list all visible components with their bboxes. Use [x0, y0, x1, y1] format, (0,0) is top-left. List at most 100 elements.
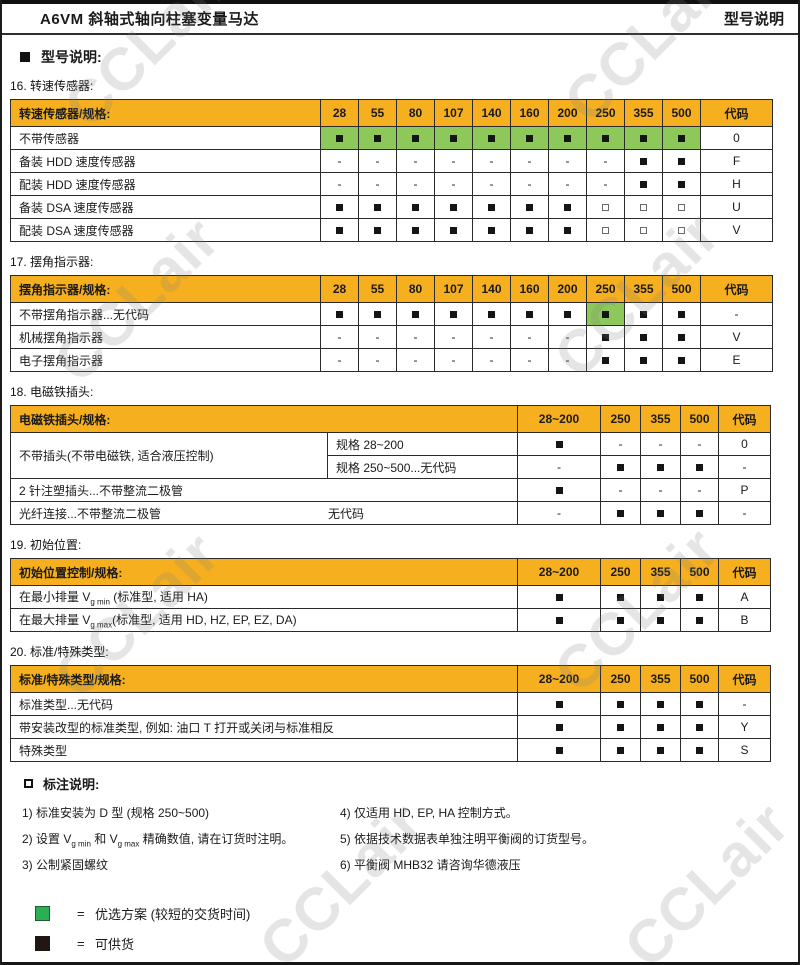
filled-square-icon [450, 311, 457, 319]
filled-square-icon [526, 311, 533, 319]
availability-cell: - [396, 348, 435, 372]
row-label: 光纤连接...不带整流二极管 无代码 [10, 501, 518, 525]
spec-sections: 16. 转速传感器: 转速传感器/规格: 28 55 80 107 140 160 200 250… [10, 77, 773, 762]
dash-mark: - [658, 483, 663, 498]
availability-legend: =优选方案 (较短的交货时间)=可供货=准备中-=无供货 [35, 898, 766, 965]
filled-square-icon [678, 334, 685, 342]
code-cell: Y [718, 715, 771, 739]
availability-cell [358, 195, 397, 219]
spec-table: 转速传感器/规格: 28 55 80 107 140 160 200 250 355 500 代码 不带… [10, 99, 773, 242]
legend-label: 可供货 [95, 936, 135, 952]
dash-mark: - [527, 177, 532, 192]
availability-cell [510, 218, 549, 242]
availability-cell: - [548, 172, 587, 196]
dash-mark: - [413, 330, 418, 345]
availability-cell: - [680, 478, 719, 502]
filled-square-icon [564, 204, 571, 212]
availability-cell: - [510, 172, 549, 196]
dash-mark: - [557, 506, 561, 521]
section-heading: 19. 初始位置: [10, 538, 82, 552]
availability-cell: - [548, 149, 587, 173]
availability-cell [517, 478, 601, 502]
dash-mark: - [451, 154, 456, 169]
table-header-label: 摆角指示器/规格: [10, 275, 321, 303]
code-cell: B [718, 608, 771, 632]
table-header-row: 标准/特殊类型/规格: 28~200 250 355 500 代码 [10, 665, 771, 693]
filled-square-icon [657, 510, 664, 518]
availability-cell: - [396, 325, 435, 349]
availability-cell [624, 218, 663, 242]
availability-cell [624, 195, 663, 219]
availability-cell [680, 501, 719, 525]
code-cell: U [700, 195, 773, 219]
availability-cell [600, 692, 641, 716]
availability-cell [600, 585, 641, 609]
availability-cell [510, 126, 549, 150]
note-item: 5) 依据技术数据表单独注明平衡阀的订货型号。 [340, 832, 595, 846]
filled-square-icon [488, 227, 495, 235]
availability-cell: - [434, 149, 473, 173]
table-header-size: 140 [472, 275, 511, 303]
row-sublabel: 规格 28~200 [327, 432, 518, 456]
availability-cell [640, 715, 681, 739]
availability-cell [640, 738, 681, 762]
filled-square-icon [696, 464, 703, 472]
code-cell: V [700, 218, 773, 242]
availability-cell [517, 692, 601, 716]
legend-swatch-box [35, 935, 77, 951]
availability-cell: - [434, 172, 473, 196]
availability-cell [624, 149, 663, 173]
availability-cell [680, 692, 719, 716]
dash-mark: - [337, 330, 342, 345]
filled-square-icon [555, 701, 563, 709]
open-square-icon [640, 204, 647, 212]
availability-cell [624, 348, 663, 372]
availability-cell: - [396, 172, 435, 196]
availability-cell [586, 348, 625, 372]
table-header-size: 500 [662, 99, 701, 127]
filled-square-icon [640, 181, 647, 189]
table-header-label: 初始位置控制/规格: [10, 558, 518, 586]
spec-table: 电磁铁插头/规格: 28~200 250 355 500 代码 不带插头(不带电磁铁, 适合… [10, 405, 771, 525]
filled-square-icon [488, 135, 495, 143]
filled-square-icon [696, 701, 703, 709]
table-row: 不带插头(不带电磁铁, 适合液压控制) 规格 28~200- - -0 [10, 432, 771, 479]
legend-item: = 优选方案 (较短的交货时间) [35, 898, 766, 928]
dash-mark: - [527, 353, 532, 368]
model-description-heading: 型号说明: [20, 48, 766, 66]
availability-cell: - [517, 501, 601, 525]
availability-cell: - [358, 325, 397, 349]
availability-cell: - [586, 149, 625, 173]
section-heading: 18. 电磁铁插头: [10, 385, 94, 399]
table-header-size: 80 [396, 275, 435, 303]
dash-mark: - [565, 154, 570, 169]
availability-cell: - [320, 149, 359, 173]
code-cell: H [700, 172, 773, 196]
availability-cell [548, 126, 587, 150]
table-header-code: 代码 [700, 99, 773, 127]
filled-square-icon [564, 311, 571, 319]
note-item: 4) 仅适用 HD, EP, HA 控制方式。 [340, 806, 518, 820]
code-cell: F [700, 149, 773, 173]
filled-square-icon [374, 311, 381, 319]
filled-square-icon [602, 334, 609, 342]
availability-cell [624, 172, 663, 196]
row-label: 不带插头(不带电磁铁, 适合液压控制) [10, 432, 328, 479]
filled-square-icon [602, 311, 609, 319]
availability-cell [640, 692, 681, 716]
filled-square-icon [526, 227, 533, 235]
green-square-icon [35, 905, 50, 921]
row-label: 电子摆角指示器 [10, 348, 321, 372]
availability-cell [640, 501, 681, 525]
table-header-row: 摆角指示器/规格: 28 55 80 107 140 160 200 250 355 500 代码 [10, 275, 773, 303]
filled-square-icon [657, 724, 664, 732]
availability-cell: - [517, 455, 601, 479]
dash-mark: - [413, 177, 418, 192]
table-header-size: 250 [586, 99, 625, 127]
availability-cell [510, 302, 549, 326]
page-subtitle: 型号说明 [723, 11, 784, 28]
availability-cell: - [640, 478, 681, 502]
availability-cell: - [434, 348, 473, 372]
filled-square-icon [488, 204, 495, 212]
availability-cell [517, 608, 601, 632]
